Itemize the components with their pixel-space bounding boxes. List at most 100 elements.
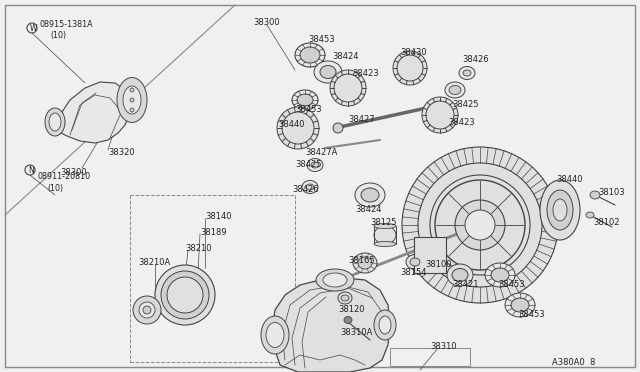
Ellipse shape: [282, 112, 314, 144]
Ellipse shape: [133, 296, 161, 324]
Ellipse shape: [463, 70, 471, 76]
Text: 38426: 38426: [462, 55, 488, 64]
Ellipse shape: [511, 298, 529, 312]
Polygon shape: [272, 278, 390, 372]
Text: 38120: 38120: [338, 305, 365, 314]
Text: 38102: 38102: [593, 218, 620, 227]
Text: 38453: 38453: [518, 310, 545, 319]
Ellipse shape: [143, 306, 151, 314]
Text: N: N: [28, 166, 34, 174]
Ellipse shape: [485, 263, 515, 287]
Ellipse shape: [330, 70, 366, 106]
Ellipse shape: [344, 317, 352, 324]
Ellipse shape: [586, 212, 594, 218]
Ellipse shape: [307, 158, 323, 171]
Ellipse shape: [323, 273, 347, 287]
Text: 38424: 38424: [355, 205, 381, 214]
Ellipse shape: [292, 90, 318, 110]
Text: 38154: 38154: [400, 268, 426, 277]
Ellipse shape: [397, 55, 423, 81]
Text: 38425: 38425: [452, 100, 479, 109]
Text: A380A0  8: A380A0 8: [552, 358, 595, 367]
Ellipse shape: [379, 316, 391, 334]
Ellipse shape: [418, 163, 542, 287]
Ellipse shape: [333, 123, 343, 133]
Ellipse shape: [465, 210, 495, 240]
Ellipse shape: [547, 190, 573, 230]
Ellipse shape: [402, 147, 558, 303]
Ellipse shape: [406, 254, 424, 269]
Ellipse shape: [374, 241, 396, 247]
Text: 38320: 38320: [108, 148, 134, 157]
Ellipse shape: [447, 264, 473, 286]
Text: (10): (10): [47, 183, 63, 192]
Text: 38310A: 38310A: [340, 328, 372, 337]
Ellipse shape: [302, 180, 318, 193]
Text: 38430: 38430: [400, 48, 427, 57]
Polygon shape: [55, 82, 130, 143]
Ellipse shape: [341, 295, 349, 301]
Text: 38210: 38210: [185, 244, 211, 253]
Bar: [390, 348, 470, 366]
Ellipse shape: [161, 271, 209, 319]
Ellipse shape: [422, 97, 458, 133]
Ellipse shape: [139, 302, 155, 318]
Ellipse shape: [445, 82, 465, 98]
Ellipse shape: [540, 180, 580, 240]
Text: 38440: 38440: [556, 175, 582, 184]
Ellipse shape: [355, 183, 385, 207]
Ellipse shape: [123, 86, 141, 114]
Ellipse shape: [374, 226, 396, 244]
Text: 38103: 38103: [598, 188, 625, 197]
Ellipse shape: [316, 269, 354, 291]
Text: 38453: 38453: [308, 35, 335, 44]
Text: 38426: 38426: [292, 185, 319, 194]
Text: 38424: 38424: [332, 52, 358, 61]
Ellipse shape: [334, 74, 362, 102]
Ellipse shape: [266, 323, 284, 347]
Bar: [414, 237, 446, 273]
Ellipse shape: [374, 310, 396, 340]
Ellipse shape: [130, 98, 134, 102]
Ellipse shape: [49, 113, 61, 131]
Text: 38300: 38300: [60, 168, 86, 177]
Text: 38210A: 38210A: [138, 258, 170, 267]
Ellipse shape: [314, 61, 342, 83]
Text: 38100: 38100: [425, 260, 451, 269]
Text: 38300: 38300: [253, 18, 280, 27]
Text: 38427A: 38427A: [305, 148, 337, 157]
Ellipse shape: [449, 86, 461, 94]
Ellipse shape: [295, 43, 325, 67]
Text: 38140: 38140: [205, 212, 232, 221]
Ellipse shape: [374, 224, 396, 228]
Text: 38427: 38427: [348, 115, 374, 124]
Ellipse shape: [553, 199, 567, 221]
Ellipse shape: [117, 77, 147, 122]
Ellipse shape: [311, 162, 319, 168]
Ellipse shape: [297, 94, 313, 106]
Text: (10): (10): [50, 31, 66, 39]
Ellipse shape: [261, 316, 289, 354]
Ellipse shape: [505, 293, 535, 317]
Ellipse shape: [320, 65, 336, 78]
Ellipse shape: [277, 107, 319, 149]
Text: 38165: 38165: [348, 256, 374, 265]
Text: 08915-1381A: 08915-1381A: [40, 19, 93, 29]
Text: 38423: 38423: [448, 118, 475, 127]
Text: 38125: 38125: [370, 218, 397, 227]
Ellipse shape: [130, 88, 134, 92]
Ellipse shape: [426, 101, 454, 129]
Text: 38425: 38425: [295, 160, 321, 169]
Text: 38421: 38421: [452, 280, 479, 289]
Ellipse shape: [300, 47, 320, 63]
Ellipse shape: [353, 253, 377, 273]
Text: 38440: 38440: [278, 120, 305, 129]
Ellipse shape: [491, 268, 509, 282]
Ellipse shape: [338, 292, 352, 304]
Ellipse shape: [452, 269, 468, 282]
Ellipse shape: [459, 67, 475, 80]
Text: 38189: 38189: [200, 228, 227, 237]
Text: W: W: [29, 23, 36, 32]
Ellipse shape: [410, 258, 420, 266]
Ellipse shape: [167, 277, 203, 313]
